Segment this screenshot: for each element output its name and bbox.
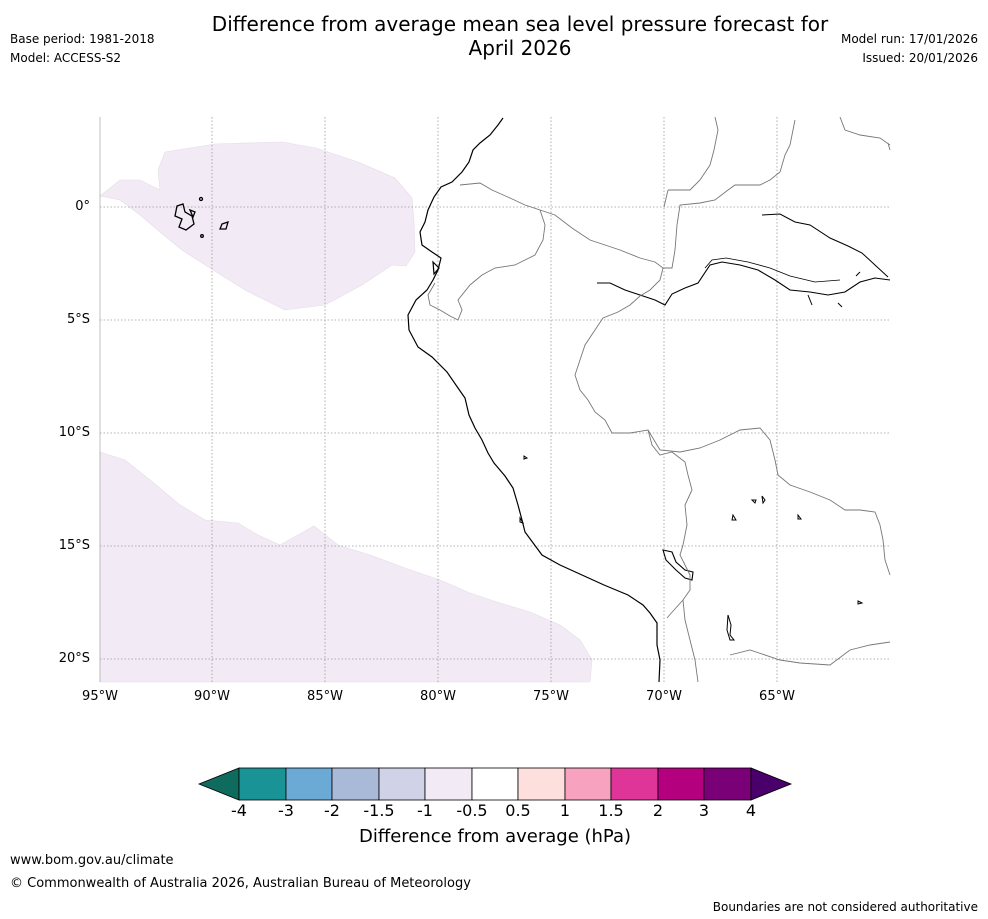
colorbar-tick: 0.5	[505, 801, 531, 820]
lat-label-20s: 20°S	[58, 651, 90, 666]
rio-negro	[761, 213, 889, 278]
amazon-channel	[704, 257, 841, 283]
lon-label-85w: 85°W	[307, 689, 343, 704]
model-name: Model: ACCESS-S2	[10, 51, 122, 65]
country-borders	[427, 116, 891, 683]
model-run: Model run: 17/01/2026	[840, 32, 978, 46]
website-link[interactable]: www.bom.gov.au/climate	[10, 853, 174, 868]
colorbar-tick: 3	[698, 801, 710, 820]
colorbar-tick: -3	[278, 801, 294, 820]
colorbar-arrow-low	[197, 767, 240, 801]
galapagos-islands	[174, 196, 229, 238]
anomaly-region-south	[99, 451, 593, 683]
lat-label-0: 0°	[75, 199, 90, 214]
title-line-1: Difference from average mean sea level p…	[211, 12, 829, 36]
colorbar-segment	[517, 767, 566, 801]
colorbar-tick: 1.5	[598, 801, 624, 820]
colorbar-tick: -4	[231, 801, 247, 820]
colorbar-tick: -2	[324, 801, 340, 820]
disclaimer-text: Boundaries are not considered authoritat…	[712, 900, 978, 914]
colorbar-tick: -0.5	[456, 801, 488, 820]
copyright-text: © Commonwealth of Australia 2026, Austra…	[10, 876, 471, 891]
lon-label-95w: 95°W	[82, 689, 118, 704]
anomaly-region-north	[99, 141, 416, 311]
colorbar-title: Difference from average (hPa)	[358, 826, 632, 847]
lake-titicaca	[662, 549, 694, 581]
lon-label-90w: 90°W	[194, 689, 230, 704]
colorbar-segment	[378, 767, 426, 801]
colorbar-arrow-high	[750, 767, 793, 801]
graticule	[100, 117, 890, 682]
colorbar-segment	[285, 767, 333, 801]
lon-label-65w: 65°W	[759, 689, 795, 704]
colorbar-segment	[238, 767, 287, 801]
river-islands	[807, 271, 861, 308]
colorbar-segment	[424, 767, 473, 801]
small-lakes	[519, 455, 864, 641]
lon-label-75w: 75°W	[533, 689, 569, 704]
title-line-2: April 2026	[468, 36, 572, 60]
colorbar-tick: 2	[652, 801, 664, 820]
lon-label-80w: 80°W	[420, 689, 456, 704]
lat-label-10s: 10°S	[58, 425, 90, 440]
base-period: Base period: 1981-2018	[10, 32, 155, 46]
colorbar-tick: 4	[745, 801, 757, 820]
colorbar-segment	[610, 767, 659, 801]
colorbar-segment	[657, 767, 705, 801]
colorbar-tick: -1.5	[363, 801, 395, 820]
lat-label-5s: 5°S	[66, 312, 90, 327]
south-america-coastline	[407, 117, 661, 683]
chart-title: Difference from average mean sea level p…	[180, 12, 860, 60]
lat-label-15s: 15°S	[58, 538, 90, 553]
colorbar-tick: 1	[559, 801, 571, 820]
gulf-island	[432, 260, 440, 276]
colorbar-tick: -1	[417, 801, 433, 820]
colorbar-segment	[564, 767, 612, 801]
colorbar-segment	[703, 767, 752, 801]
colorbar-segment	[331, 767, 380, 801]
amazon-river	[597, 261, 891, 306]
colorbar-segment	[471, 767, 519, 801]
issued-date: Issued: 20/01/2026	[862, 51, 978, 65]
lon-label-70w: 70°W	[646, 689, 682, 704]
